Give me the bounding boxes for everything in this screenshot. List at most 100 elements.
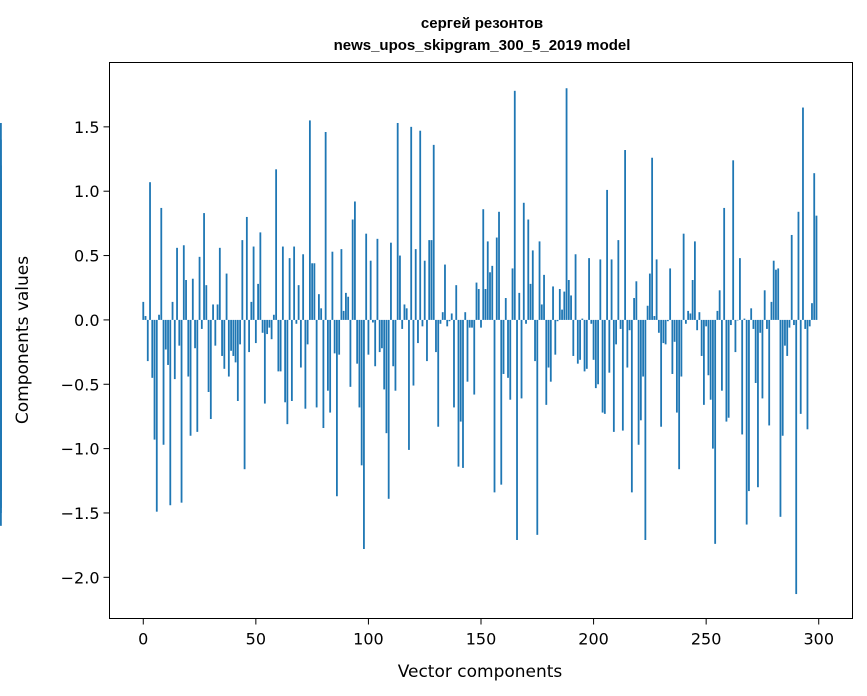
bar-247	[698, 312, 701, 320]
bar-232	[664, 319, 667, 345]
y-axis-label: Components values	[13, 256, 33, 424]
bar-152	[484, 289, 487, 320]
bar-198	[588, 258, 590, 320]
bar-262	[732, 160, 735, 320]
bar-236	[673, 319, 676, 342]
bar-88	[340, 249, 343, 320]
bar-57	[270, 319, 273, 340]
y-tick-label: 0.5	[74, 247, 99, 266]
bar-115	[401, 319, 404, 329]
bar-11	[167, 319, 169, 365]
bar-99	[365, 233, 368, 320]
bar-226	[651, 157, 654, 320]
bar-185	[558, 289, 561, 320]
bar-265	[739, 258, 741, 320]
bar-87	[338, 319, 341, 355]
bar-33	[216, 304, 219, 320]
bar-78	[317, 294, 320, 320]
x-tick-label: 100	[353, 630, 384, 649]
y-tick-label: −1.5	[61, 504, 100, 523]
bar-12	[169, 319, 172, 506]
bar-67	[293, 246, 296, 320]
bar-244	[691, 280, 694, 320]
bar-266	[741, 319, 744, 435]
bar-249	[702, 319, 705, 405]
y-tick-label: −0.5	[61, 375, 100, 394]
bar-97	[360, 319, 363, 466]
bar-122	[417, 319, 419, 344]
bar-116	[403, 304, 406, 320]
bar-98	[363, 319, 365, 549]
bar-204	[601, 319, 604, 413]
bar-127	[428, 240, 431, 320]
bar-28	[205, 285, 208, 320]
bar-26	[200, 319, 203, 329]
bar-279	[770, 301, 773, 320]
bar-281	[775, 269, 777, 320]
bar-35	[221, 319, 223, 356]
x-tick-label: 300	[803, 630, 834, 649]
bar-60	[277, 319, 280, 372]
bar-17	[180, 319, 183, 503]
bar-128	[430, 240, 433, 320]
bar-74	[308, 120, 311, 320]
bar-237	[675, 319, 678, 413]
bar-178	[543, 274, 545, 320]
y-tick-label: −2.0	[61, 568, 100, 587]
bar-148	[475, 282, 478, 320]
bar-93	[351, 219, 354, 320]
bar-167	[518, 292, 521, 320]
bar-239	[680, 319, 683, 377]
bar-209	[612, 319, 615, 432]
bar-149	[477, 289, 480, 320]
bar-51	[257, 283, 260, 320]
y-axis: −2.0 −1.5 −1.0 −0.5 0.0 0.5 1.0 1.5	[61, 118, 110, 587]
bar-3	[149, 182, 151, 320]
bar-193	[576, 319, 579, 364]
bar-21	[189, 319, 192, 436]
bar-170	[525, 319, 527, 324]
bar-90	[345, 292, 347, 320]
bar-104	[376, 238, 379, 320]
plot-frame	[109, 62, 853, 619]
chart-title-line-2: news_upos_skipgram_300_5_2019 model	[334, 37, 631, 54]
bar-54	[263, 319, 266, 404]
bar-197	[585, 319, 588, 369]
bar-254	[714, 319, 717, 544]
y-tick-label: 1.0	[74, 182, 99, 201]
bar-147	[473, 319, 476, 395]
bar-257	[721, 319, 723, 391]
bar-131	[437, 319, 440, 427]
bar-89	[342, 310, 345, 320]
bar-66	[290, 319, 293, 401]
bar-284	[781, 319, 784, 436]
bar-270	[750, 308, 753, 320]
bar-235	[671, 319, 674, 374]
bar-76	[313, 263, 316, 320]
bar-120	[412, 319, 415, 386]
bar-267	[743, 318, 746, 320]
bar-29	[207, 319, 210, 392]
bar-58	[272, 314, 275, 320]
bar-253	[712, 319, 714, 449]
bar-1	[144, 316, 147, 320]
bar-83	[329, 319, 332, 413]
bar-233	[666, 319, 669, 322]
bar-218	[633, 298, 636, 320]
bar-238	[678, 319, 681, 470]
bar-155	[491, 265, 494, 320]
bar-166	[516, 319, 518, 540]
bar-291	[797, 211, 800, 320]
bar-48	[250, 301, 253, 320]
bar-24	[196, 319, 199, 432]
bar-196	[583, 319, 586, 372]
bar-108	[385, 319, 388, 434]
bar-256	[718, 290, 721, 320]
bar-192	[574, 254, 577, 320]
bar-71	[302, 254, 305, 320]
bar-72	[304, 319, 307, 409]
bar-16	[178, 319, 181, 346]
bar-220	[637, 319, 640, 445]
bar-150	[480, 319, 482, 328]
y-tick-label: −1.0	[61, 440, 100, 459]
